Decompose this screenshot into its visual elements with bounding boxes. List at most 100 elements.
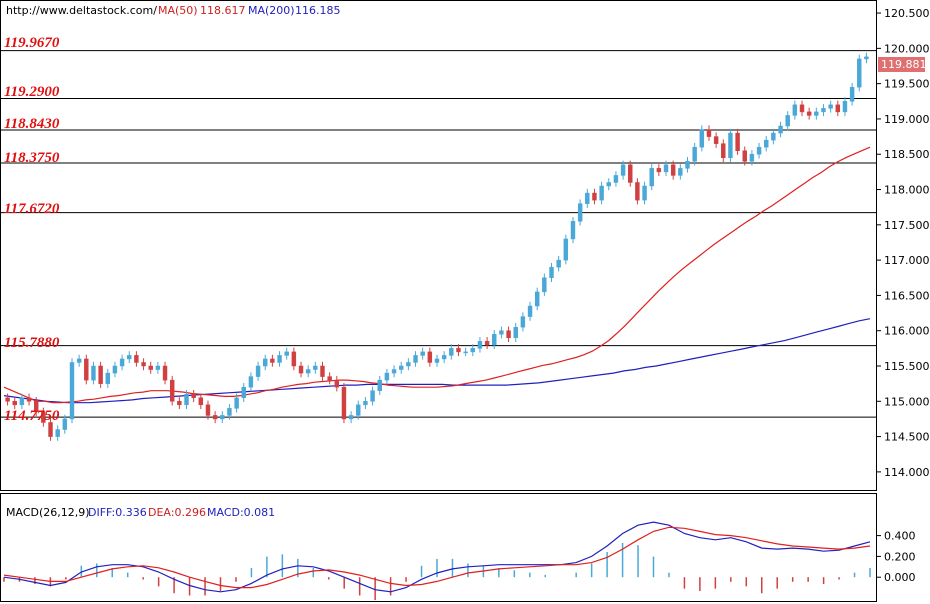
macd-value-label: MACD:0.081 — [207, 506, 276, 519]
price-ticks: 120.500 120.000 119.500 119.000 118.500 118.0… — [877, 7, 930, 479]
candle-up — [785, 115, 790, 127]
candle-down — [427, 351, 433, 363]
candle-up — [370, 390, 375, 402]
candle-down — [162, 365, 168, 381]
candle-up — [642, 185, 647, 201]
candle-up — [384, 372, 390, 381]
candle-up — [563, 238, 569, 261]
candle-up — [313, 365, 318, 370]
price-tick-label: 117.000 — [884, 254, 930, 267]
candle-down — [484, 341, 490, 346]
price-tick-label: 119.000 — [884, 113, 930, 126]
candle-up — [284, 351, 289, 356]
candle-up — [420, 351, 425, 356]
candle-up — [112, 365, 118, 374]
candle-up — [678, 168, 683, 176]
macd-histogram — [3, 542, 871, 601]
candle-up — [849, 86, 855, 102]
price-tick-label: 120.000 — [884, 42, 930, 55]
candle-up — [69, 362, 75, 420]
candle-down — [5, 397, 10, 402]
price-tick-label: 117.500 — [884, 219, 930, 232]
candle-down — [713, 136, 719, 144]
candle-down — [721, 143, 726, 159]
candle-up — [241, 386, 246, 399]
candle-down — [799, 104, 805, 113]
candle-up — [413, 355, 418, 363]
candle-up — [234, 397, 239, 409]
candle-up — [255, 365, 261, 377]
candle-up — [828, 104, 833, 109]
candle-up — [398, 365, 404, 370]
macd-tick-label: 0.400 — [884, 530, 916, 543]
candle-down — [270, 358, 275, 363]
candles — [5, 52, 869, 441]
candle-down — [26, 397, 32, 402]
main-panel-frame — [0, 0, 877, 491]
candle-down — [742, 150, 747, 162]
candle-up — [406, 362, 411, 367]
candle-down — [33, 401, 39, 413]
current-price-badge: 119.881 — [878, 57, 927, 72]
candle-down — [141, 362, 146, 367]
price-tick-label: 116.000 — [884, 325, 930, 338]
candle-up — [356, 404, 361, 416]
candle-down — [506, 330, 511, 339]
candle-up — [449, 348, 454, 356]
price-tick-label: 115.000 — [884, 395, 930, 408]
candle-up — [119, 358, 125, 367]
level-label: 117.6720 — [4, 201, 60, 217]
macd-diff-line — [3, 521, 871, 593]
candle-up — [764, 139, 769, 148]
price-tick-label: 114.500 — [884, 431, 930, 444]
ma200-value: 116.185 — [295, 4, 341, 17]
candle-up — [620, 164, 626, 176]
candle-up — [534, 291, 540, 307]
candle-down — [291, 351, 297, 367]
candle-down — [191, 393, 196, 399]
ma50-value: 118.617 — [200, 4, 246, 17]
candle-up — [363, 401, 368, 406]
macd-dea-layer — [3, 526, 871, 589]
candle-up — [842, 101, 848, 113]
candle-up — [577, 203, 583, 222]
candle-down — [148, 365, 153, 370]
candle-up — [792, 104, 798, 116]
candle-up — [542, 277, 547, 293]
candle-down — [635, 182, 640, 201]
ma50-label: MA(50) — [158, 4, 198, 17]
macd-tick-label: 0.000 — [884, 571, 916, 584]
candle-down — [320, 365, 325, 377]
price-tick-label: 119.500 — [884, 78, 930, 91]
candle-up — [513, 326, 518, 339]
candle-up — [570, 221, 576, 240]
macd-tick-label: 0.200 — [884, 550, 916, 563]
price-tick-label: 114.000 — [884, 466, 930, 479]
candle-up — [585, 192, 590, 204]
candle-up — [756, 146, 762, 155]
candle-up — [692, 146, 697, 162]
macd-diff-layer — [3, 521, 871, 593]
candle-up — [814, 111, 819, 116]
candle-up — [348, 415, 354, 420]
candle-down — [327, 376, 332, 381]
level-label: 114.7750 — [4, 408, 60, 424]
candle-up — [19, 397, 25, 406]
candle-down — [12, 401, 17, 406]
candle-down — [806, 111, 812, 116]
candle-up — [663, 164, 669, 173]
candle-up — [105, 372, 110, 384]
candle-down — [706, 129, 712, 137]
candle-down — [341, 386, 347, 420]
candle-up — [728, 132, 733, 159]
level-label: 119.2900 — [4, 84, 60, 100]
candle-up — [155, 365, 161, 370]
candle-up — [91, 365, 96, 381]
site-url: http://www.deltastock.com/ — [6, 4, 157, 17]
candle-up — [778, 125, 783, 134]
macd-panel-frame — [0, 493, 877, 602]
candle-up — [520, 316, 526, 328]
candle-up — [277, 355, 282, 363]
candle-down — [212, 415, 218, 420]
